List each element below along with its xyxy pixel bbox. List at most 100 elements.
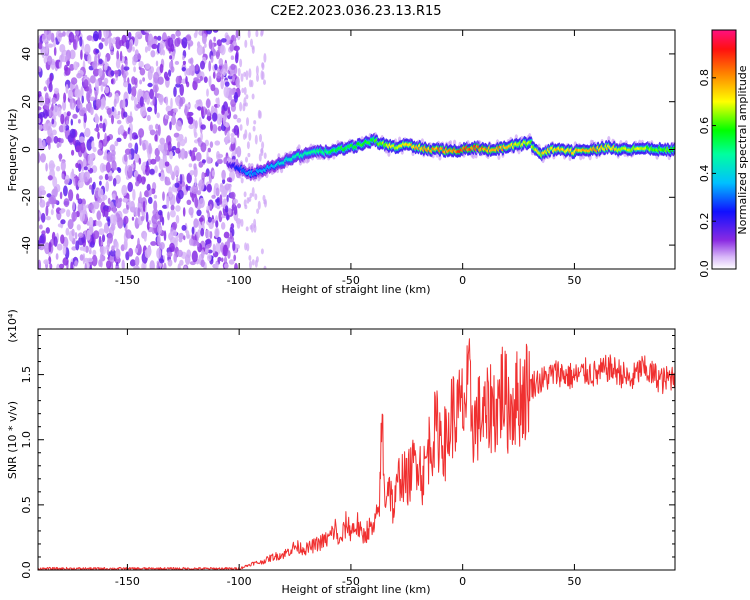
noise-blob: [170, 204, 175, 211]
noise-blob: [166, 115, 170, 120]
noise-blob: [94, 115, 100, 124]
noise-blob: [211, 194, 216, 199]
noise-blob: [86, 257, 94, 263]
noise-blob: [227, 106, 231, 114]
noise-blob: [60, 113, 65, 125]
colorbar-tick-label: 0.6: [698, 117, 711, 135]
noise-blob: [184, 254, 191, 265]
noise-blob: [245, 94, 249, 100]
noise-blob: [88, 203, 94, 211]
noise-blob: [157, 224, 163, 235]
noise-blob: [111, 160, 117, 171]
noise-blob: [200, 124, 206, 130]
noise-blob: [215, 97, 219, 104]
noise-blob: [165, 105, 172, 113]
noise-blob: [116, 50, 120, 61]
noise-blob: [169, 168, 173, 176]
noise-blob: [224, 136, 228, 145]
noise-blob: [188, 238, 194, 246]
noise-blob: [171, 146, 177, 151]
noise-blob: [65, 55, 68, 63]
noise-blob: [62, 31, 66, 37]
noise-blob: [193, 163, 197, 170]
noise-blob: [114, 113, 121, 120]
noise-blob: [164, 161, 170, 167]
noise-blob: [221, 169, 226, 180]
noise-blob: [255, 65, 259, 76]
noise-blob: [137, 237, 140, 250]
noise-blob: [71, 168, 75, 178]
noise-blob: [201, 171, 205, 182]
noise-blob: [141, 176, 146, 185]
x-tick-label: 50: [567, 274, 581, 287]
noise-blob: [172, 112, 176, 119]
noise-blob: [135, 31, 142, 38]
noise-blob: [39, 224, 43, 230]
noise-blob: [195, 79, 201, 84]
noise-blob: [263, 200, 267, 205]
noise-blob: [127, 115, 134, 124]
y-tick-label: 40: [20, 47, 33, 61]
noise-blob: [151, 43, 158, 50]
noise-blob: [246, 141, 250, 150]
noise-blob: [233, 114, 238, 120]
x-tick-label: -50: [342, 274, 360, 287]
noise-blob: [165, 96, 169, 106]
noise-blob: [67, 90, 74, 100]
noise-blob: [76, 193, 80, 201]
ridge-halo: [449, 140, 453, 147]
noise-blob: [207, 254, 212, 262]
noise-blob: [211, 219, 216, 224]
y-tick-label: 0.5: [20, 496, 33, 514]
noise-blob: [94, 90, 98, 101]
noise-blob: [57, 223, 63, 228]
noise-blob: [149, 88, 155, 100]
noise-blob: [240, 73, 244, 82]
noise-blob: [144, 248, 151, 259]
noise-blob: [206, 116, 212, 121]
noise-blob: [230, 141, 236, 151]
noise-blob: [42, 123, 49, 131]
noise-blob: [215, 50, 220, 60]
noise-blob: [168, 186, 173, 198]
noise-blob: [129, 129, 133, 141]
noise-blob: [230, 191, 236, 199]
noise-blob: [263, 53, 267, 63]
noise-blob: [210, 55, 214, 63]
noise-blob: [241, 87, 245, 93]
noise-blob: [89, 184, 92, 190]
noise-blob: [146, 94, 150, 105]
noise-blob: [173, 108, 178, 113]
noise-blob: [173, 132, 180, 138]
noise-blob: [47, 43, 54, 48]
noise-blob: [234, 52, 239, 64]
noise-blob: [103, 30, 109, 39]
ridge-halo: [265, 172, 269, 179]
noise-blob: [223, 157, 228, 165]
noise-blob: [118, 197, 123, 203]
noise-blob: [65, 120, 69, 126]
noise-blob: [75, 30, 80, 36]
noise-blob: [109, 254, 115, 264]
noise-blob: [58, 32, 64, 38]
noise-blob: [245, 226, 249, 232]
noise-blob: [186, 172, 192, 184]
noise-blob: [95, 79, 99, 91]
noise-blob: [144, 30, 151, 33]
noise-blob: [53, 186, 58, 198]
colorbar-label: Normalized spectral amplitude: [736, 65, 749, 234]
noise-blob: [251, 93, 255, 100]
noise-blob: [222, 115, 226, 127]
noise-blob: [240, 177, 244, 184]
y-tick-label: 1.0: [20, 431, 33, 449]
noise-blob: [70, 118, 74, 126]
noise-blob: [256, 208, 260, 214]
noise-blob: [198, 179, 205, 192]
noise-blob: [230, 55, 235, 60]
noise-blob: [115, 265, 120, 269]
noise-blob: [206, 205, 210, 211]
noise-blob: [168, 232, 174, 241]
x-tick-label: 50: [567, 575, 581, 588]
noise-blob: [166, 251, 173, 257]
noise-blob: [81, 95, 84, 104]
